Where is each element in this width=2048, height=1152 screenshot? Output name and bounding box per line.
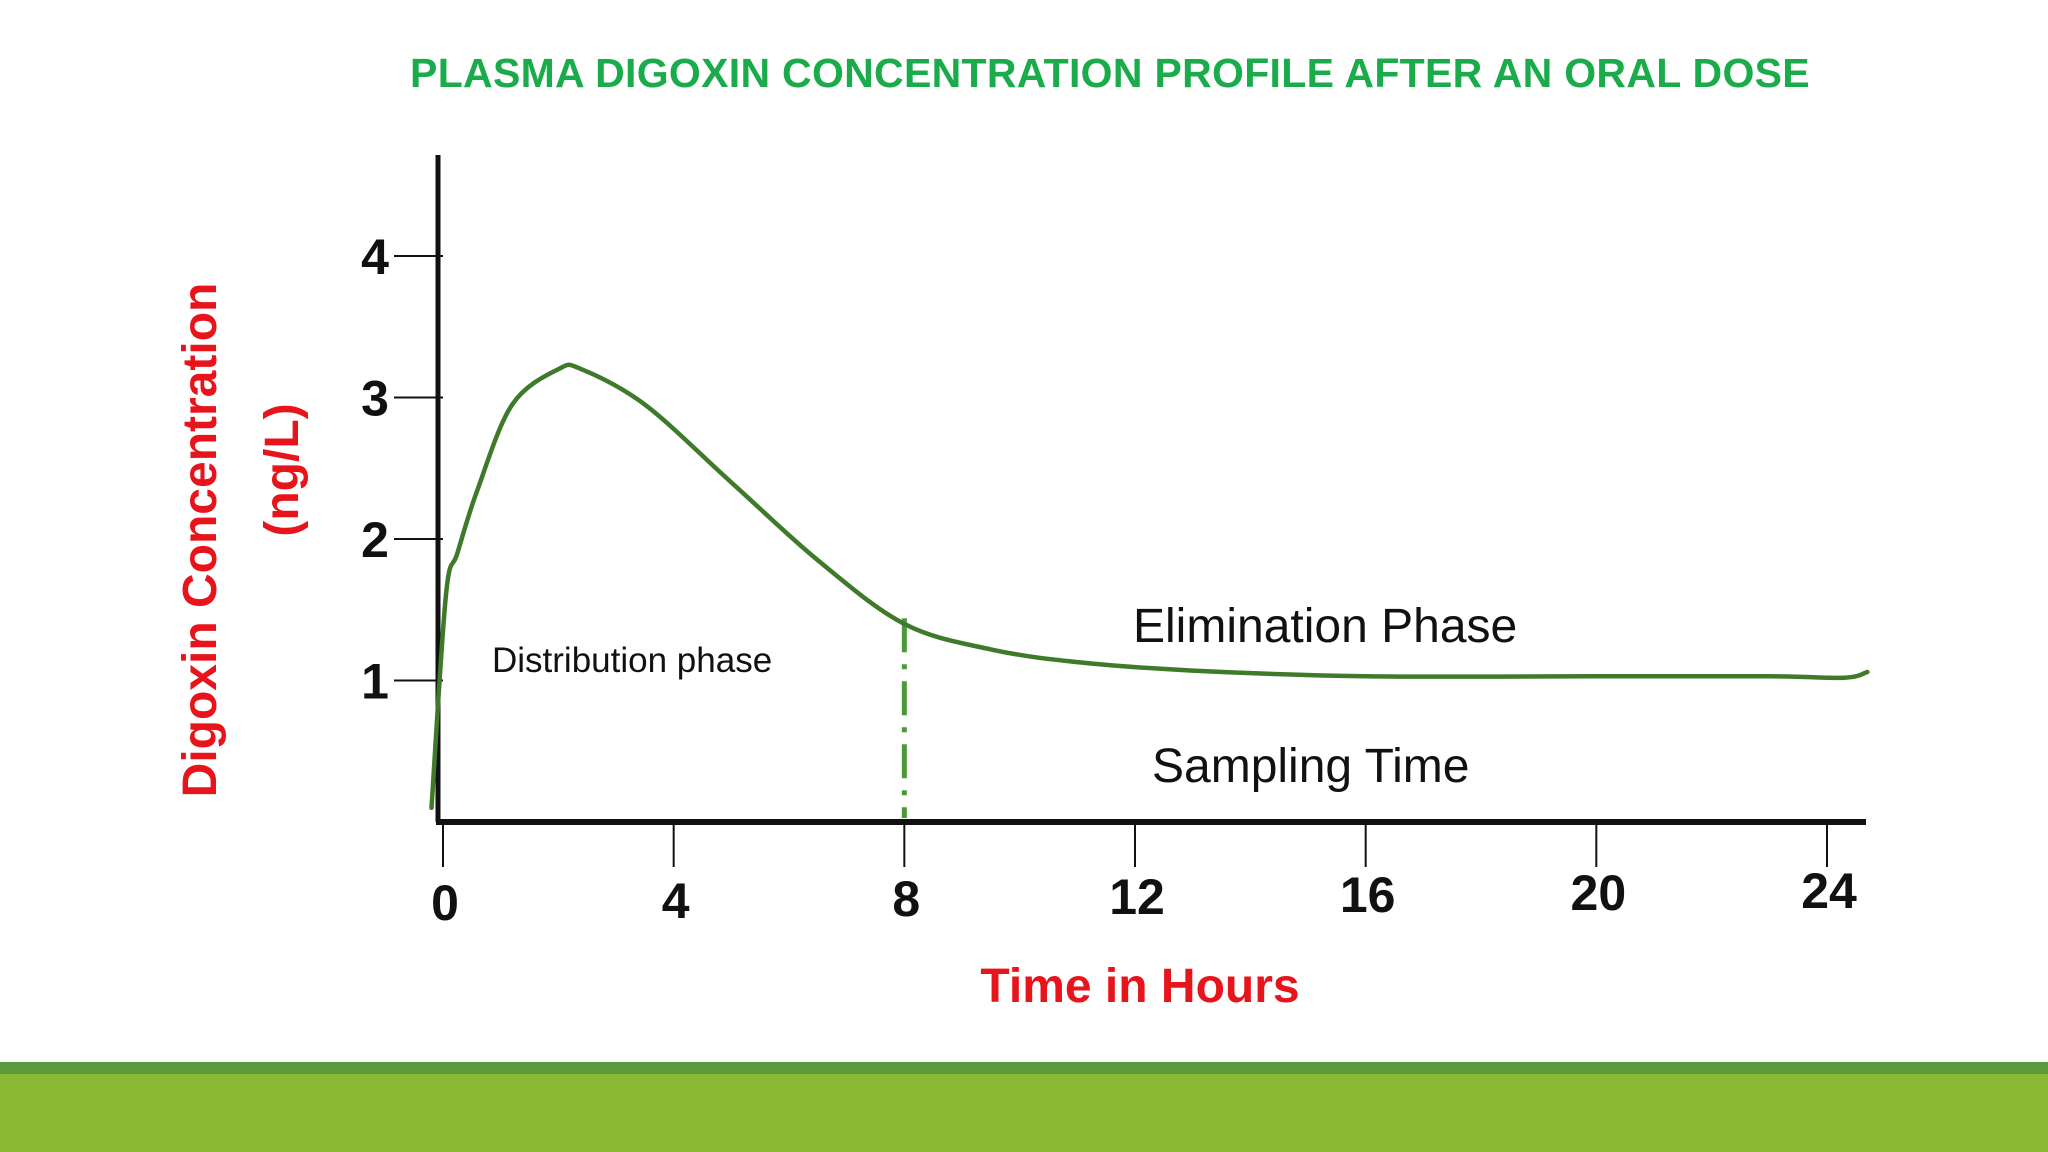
- x-tick-label-0: 0: [431, 875, 459, 931]
- concentration-curve: [429, 362, 1870, 811]
- footer-divider: [0, 1062, 2048, 1074]
- x-tick-label-20: 20: [1571, 865, 1627, 921]
- elimination-phase-label: Elimination Phase: [1133, 600, 1517, 653]
- distribution-phase-label: Distribution phase: [492, 641, 772, 680]
- footer-bar: [0, 1074, 2048, 1152]
- x-tick-label-12: 12: [1109, 869, 1165, 925]
- x-tick-label-16: 16: [1340, 867, 1396, 923]
- y-tick-label-3: 3: [361, 371, 389, 427]
- y-tick-label-1: 1: [361, 654, 389, 710]
- y-axis-unit-label: (ng/L): [256, 403, 309, 536]
- y-tick-label-2: 2: [361, 512, 389, 568]
- sampling-time-label: Sampling Time: [1152, 740, 1469, 793]
- y-tick-label-4: 4: [361, 229, 389, 285]
- chart-title: PLASMA DIGOXIN CONCENTRATION PROFILE AFT…: [410, 50, 1810, 96]
- x-tick-label-24: 24: [1801, 863, 1857, 919]
- x-axis-label: Time in Hours: [980, 960, 1299, 1013]
- x-tick-label-4: 4: [662, 873, 690, 929]
- y-axis-label: Digoxin Concentration: [174, 283, 227, 798]
- x-tick-label-8: 8: [892, 871, 920, 927]
